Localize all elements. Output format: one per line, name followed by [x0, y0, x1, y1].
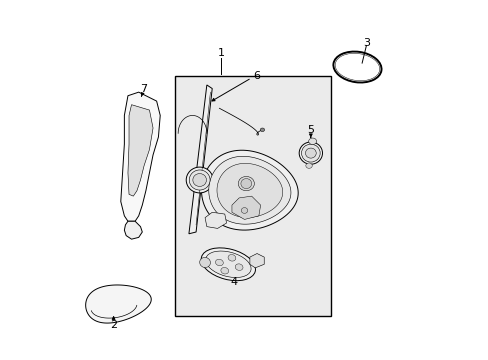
Polygon shape	[217, 163, 282, 217]
Ellipse shape	[308, 138, 316, 144]
Text: 3: 3	[362, 38, 369, 48]
Polygon shape	[249, 253, 264, 268]
Ellipse shape	[189, 170, 210, 190]
Polygon shape	[85, 285, 151, 323]
Polygon shape	[188, 85, 212, 234]
Ellipse shape	[334, 53, 379, 81]
Polygon shape	[201, 150, 298, 230]
Text: 6: 6	[253, 71, 260, 81]
Text: 2: 2	[110, 320, 117, 330]
Ellipse shape	[221, 267, 228, 274]
Ellipse shape	[238, 176, 254, 191]
Bar	[174, 76, 330, 316]
Ellipse shape	[301, 144, 320, 162]
Ellipse shape	[305, 148, 316, 158]
Polygon shape	[208, 156, 290, 224]
Ellipse shape	[199, 257, 210, 267]
Polygon shape	[121, 92, 160, 221]
Ellipse shape	[235, 264, 243, 270]
Text: 1: 1	[217, 48, 224, 58]
Ellipse shape	[305, 163, 312, 168]
Ellipse shape	[241, 208, 247, 213]
Polygon shape	[231, 196, 260, 220]
Ellipse shape	[299, 142, 322, 164]
Polygon shape	[124, 221, 142, 239]
Ellipse shape	[215, 259, 223, 266]
Ellipse shape	[260, 128, 264, 132]
Ellipse shape	[205, 251, 250, 278]
Ellipse shape	[333, 51, 381, 82]
Ellipse shape	[241, 179, 251, 189]
Polygon shape	[128, 105, 153, 196]
Polygon shape	[204, 212, 226, 228]
Ellipse shape	[201, 248, 255, 281]
Text: 7: 7	[140, 84, 146, 94]
Text: 5: 5	[307, 125, 314, 135]
Ellipse shape	[227, 255, 235, 261]
Ellipse shape	[192, 174, 206, 186]
Text: 4: 4	[230, 277, 237, 287]
Ellipse shape	[186, 167, 213, 193]
